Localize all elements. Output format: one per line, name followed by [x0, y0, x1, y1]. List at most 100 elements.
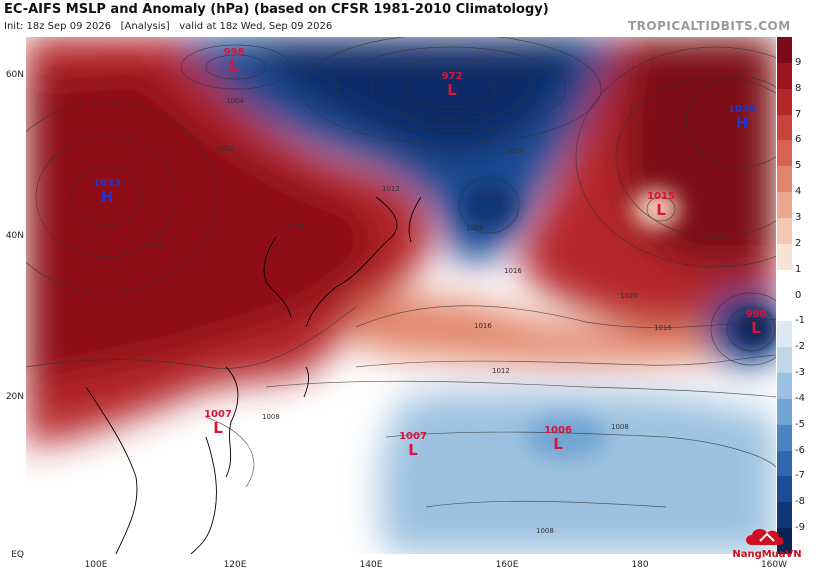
low-1007-east-marker: 1007 L [393, 431, 433, 458]
colorbar-tick-label: -1 [795, 315, 805, 327]
lon-label-100e: 100E [84, 560, 108, 570]
low-998-letter: L [229, 57, 239, 75]
isobar-lines [26, 37, 776, 508]
colorbar-segment [777, 243, 792, 270]
coastlines [85, 196, 422, 554]
low-1007-east-letter: L [408, 441, 418, 459]
logo-text: NangMuaVN [732, 549, 802, 560]
isobar-label: 1016 [654, 324, 672, 332]
low-1007-west-value: 1007 [204, 409, 232, 420]
colorbar-tick-label: 6 [795, 134, 802, 146]
low-972-letter: L [447, 81, 457, 99]
lon-label-140e: 140E [359, 560, 383, 570]
colorbar-segment [777, 166, 792, 193]
low-1007-west-letter: L [213, 419, 223, 437]
low-998-value: 998 [223, 47, 245, 58]
isobar-label: 1004 [506, 147, 524, 155]
map-title: EC-AIFS MSLP and Anomaly (hPa) (based on… [4, 2, 549, 17]
colorbar-tick-label: -7 [795, 470, 805, 482]
lat-label-eq: EQ [11, 550, 24, 560]
colorbar-segment [777, 528, 792, 554]
init-time: Init: 18z Sep 09 2026 [4, 21, 112, 32]
low-1006-letter: L [553, 435, 563, 453]
colorbar-tick-label: -2 [795, 341, 805, 353]
isobar-label: 1020 [620, 292, 638, 300]
lon-label-160e: 160E [495, 560, 519, 570]
isobar-label: 1004 [226, 97, 244, 105]
isobar-label: 1012 [492, 367, 510, 375]
high-1033-letter: H [100, 188, 114, 206]
low-972-marker: 972 L [432, 71, 472, 98]
low-990-marker: 990 L [736, 309, 776, 336]
high-1033-marker: 1033 H [87, 178, 127, 205]
isobar-label: 1008 [466, 224, 484, 232]
cloud-logo-icon [746, 529, 784, 545]
lon-label-120e: 120E [223, 560, 247, 570]
low-990-value: 990 [745, 309, 767, 320]
low-972-value: 972 [441, 71, 463, 82]
colorbar-segment [777, 192, 792, 218]
colorbar-tick-label: -6 [795, 444, 805, 456]
lat-label-60n: 60N [5, 70, 24, 80]
colorbar-tick-label: -9 [795, 522, 805, 534]
colorbar-segment [777, 114, 792, 141]
colorbar-segment [777, 347, 792, 373]
nangmuavn-logo: NangMuaVN [722, 523, 812, 563]
colorbar-tick-label: 0 [795, 289, 802, 301]
colorbar-segment [777, 398, 792, 425]
high-1033-value: 1033 [93, 178, 121, 189]
colorbar-segment [777, 372, 792, 399]
colorbar-segment [777, 424, 792, 451]
anomaly-field-svg [26, 37, 776, 554]
low-1015-value: 1015 [647, 191, 675, 202]
colorbar-tick-label: -8 [795, 496, 805, 508]
analysis-tag: [Analysis] [120, 21, 170, 32]
colorbar-tick-label: 4 [795, 186, 802, 198]
low-1015-marker: 1015 L [641, 191, 681, 218]
isobar-label: 1016 [474, 322, 492, 330]
isobar-label: 1008 [536, 527, 554, 535]
colorbar-tick-label: 5 [795, 160, 802, 172]
isobar-label: 1008 [611, 423, 629, 431]
colorbar-segment [777, 269, 792, 296]
high-1039-letter: H [735, 114, 749, 132]
low-1007-west-marker: 1007 L [198, 409, 238, 436]
colorbar-tick-label: 1 [795, 263, 802, 275]
low-990-letter: L [751, 319, 761, 337]
brand-watermark: TROPICALTIDBITS.COM [628, 19, 791, 33]
isobar-label: 1008 [262, 413, 280, 421]
map-subtitle: Init: 18z Sep 09 2026 [Analysis] valid a… [4, 21, 332, 32]
valid-time: valid at 18z Wed, Sep 09 2026 [179, 21, 333, 32]
high-1039-value: 1039 [728, 104, 756, 115]
colorbar-segment [777, 450, 792, 477]
lon-label-160w: 160W [760, 560, 788, 570]
isobar-label: 1012 [382, 185, 400, 193]
colorbar-tick-label: -4 [795, 392, 805, 404]
colorbar [777, 37, 792, 554]
colorbar-tick-label: 8 [795, 82, 802, 94]
low-1007-east-value: 1007 [399, 431, 427, 442]
colorbar-segment [777, 295, 792, 322]
isobar-label: 1012 [216, 145, 234, 153]
colorbar-segment [777, 217, 792, 244]
colorbar-tick-label: -5 [795, 418, 805, 430]
colorbar-segment [777, 140, 792, 167]
lon-label-180: 180 [631, 560, 649, 570]
colorbar-segment [777, 37, 792, 63]
colorbar-segment [777, 502, 792, 529]
lat-label-20n: 20N [5, 392, 24, 402]
low-1006-marker: 1006 L [538, 425, 578, 452]
colorbar-tick-label: 7 [795, 108, 802, 120]
low-1006-value: 1006 [544, 425, 572, 436]
isobar-label: 1024 [286, 222, 304, 230]
lat-label-40n: 40N [5, 231, 24, 241]
subtropical-positive-band [356, 296, 726, 366]
tropical-negative-anomaly [380, 391, 776, 554]
colorbar-tick-label: 9 [795, 56, 802, 68]
colorbar-segment [777, 88, 792, 115]
low-1015-letter: L [656, 201, 666, 219]
isobar-label: 1028 [146, 242, 164, 250]
high-1039-marker: 1039 H [722, 104, 762, 131]
colorbar-tick-label: -3 [795, 367, 805, 379]
colorbar-segment [777, 476, 792, 503]
